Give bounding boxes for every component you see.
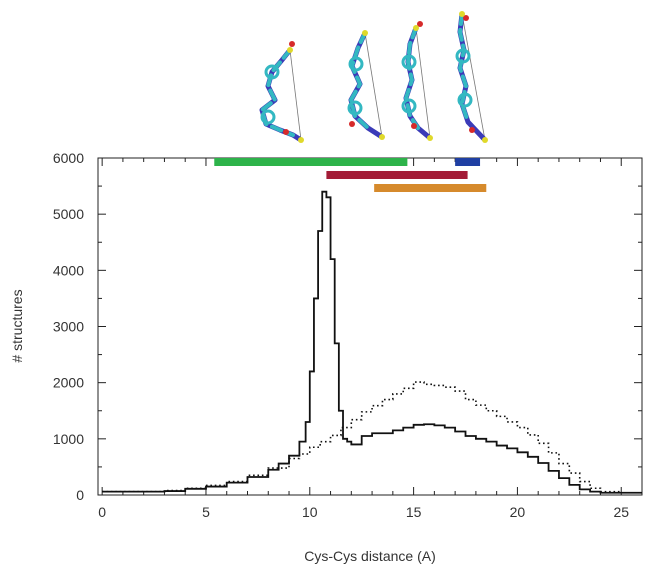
- y-tick-label: 6000: [53, 150, 84, 166]
- x-tick-label: 15: [406, 504, 422, 520]
- y-tick-label: 1000: [53, 431, 84, 447]
- y-tick-label: 0: [76, 487, 84, 503]
- series-line-dotted: [102, 381, 642, 494]
- structure-folded-icon: [259, 41, 304, 143]
- structure-partially-extended-icon: [347, 30, 385, 140]
- y-tick-label: 3000: [53, 319, 84, 335]
- range-bar: [455, 158, 481, 166]
- x-tick-label: 20: [510, 504, 526, 520]
- structure-fully-extended-icon: [455, 11, 488, 143]
- x-tick-label: 0: [98, 504, 106, 520]
- x-tick-label: 10: [302, 504, 318, 520]
- axis-ticks: [98, 157, 642, 496]
- structure-panel: [259, 11, 488, 143]
- x-tick-label: 25: [613, 504, 629, 520]
- series-line-solid: [102, 190, 642, 494]
- series-layer: [102, 190, 642, 494]
- y-tick-label: 2000: [53, 375, 84, 391]
- x-axis-label: Cys-Cys distance (A): [304, 548, 435, 564]
- tick-labels: 0 5 10 15 20 25 0 1000 2000 3000 4000 5000 6000: [53, 150, 629, 520]
- y-tick-label: 4000: [53, 262, 84, 278]
- x-tick-label: 5: [202, 504, 210, 520]
- range-bar: [374, 184, 487, 192]
- plot-area-frame: [97, 157, 643, 496]
- range-bars: [214, 158, 487, 192]
- range-bar: [326, 171, 468, 179]
- range-bar: [214, 158, 408, 166]
- structure-extended-icon: [401, 21, 433, 141]
- y-tick-label: 5000: [53, 206, 84, 222]
- y-axis-label: # structures: [9, 289, 25, 362]
